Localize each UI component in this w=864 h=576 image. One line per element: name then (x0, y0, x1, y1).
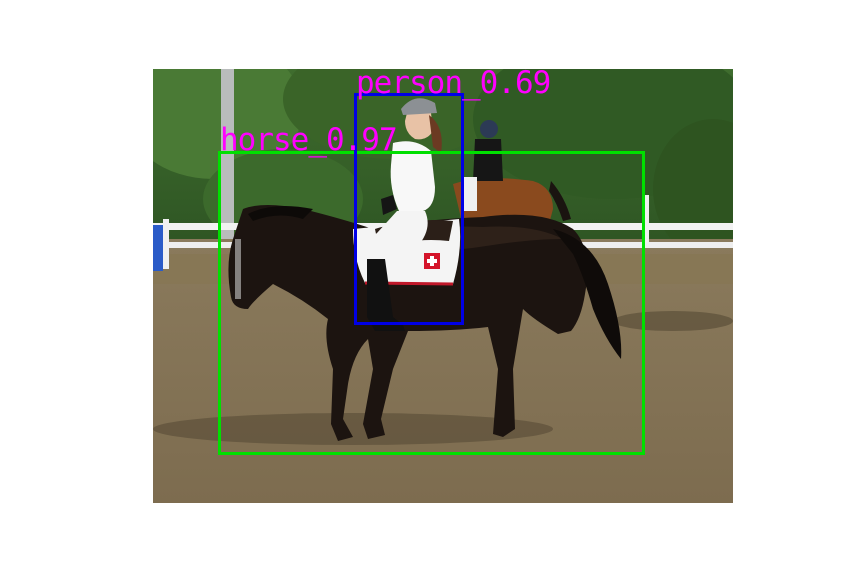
rider-shirt (390, 141, 435, 211)
fence-post (643, 195, 649, 243)
rider-boot (367, 259, 405, 331)
fence-post (153, 225, 163, 271)
tree-foliage (283, 69, 503, 159)
horse-detection-box (218, 151, 645, 455)
pole (221, 69, 234, 244)
rider-hair (429, 115, 442, 153)
rider-helmet (401, 98, 437, 115)
horse-tail (553, 229, 622, 359)
rider-breeches (364, 211, 428, 267)
background-rider (473, 139, 503, 181)
background-horse (453, 178, 553, 227)
background-rider-helmet (480, 120, 498, 138)
rider-glove (381, 195, 397, 215)
horse-detection-label: horse_0.97 (220, 122, 398, 158)
horse-mane (248, 205, 313, 221)
person-detection-label: person_0.69 (356, 65, 551, 101)
fence-post (163, 219, 169, 269)
horse-shadow (153, 413, 553, 445)
person-detection-box (354, 93, 464, 325)
